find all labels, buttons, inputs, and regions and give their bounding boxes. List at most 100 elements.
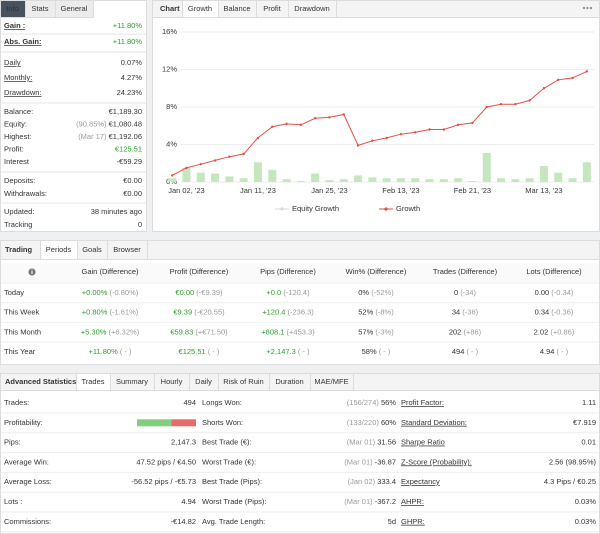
stat-value: (156/274) 56% (347, 398, 397, 407)
legend-swatch-dot (384, 207, 388, 211)
stat-label: AHPR: (401, 497, 424, 506)
info-value: (Mar 17) €1,192.06 (78, 132, 142, 141)
stat-value: -56.52 pips / -€5.73 (131, 477, 196, 486)
stat-label: Expectancy (401, 477, 440, 486)
cell: +808.1 (+453.3) (261, 327, 315, 336)
tab[interactable] (288, 0, 337, 18)
cell: 494 ( - ) (452, 347, 479, 356)
profitability-bar (171, 419, 196, 427)
cell: +0.0 (-120.4) (266, 288, 310, 297)
info-value-text: +11.80% (113, 37, 143, 46)
tab-label[interactable]: Growth (188, 4, 212, 13)
tab-label[interactable]: Stats (31, 4, 48, 13)
bar (554, 172, 563, 182)
stat-value: 2.56 (98.95%) (549, 457, 597, 466)
cell: 0.00 (-0.34) (535, 288, 574, 297)
bar (182, 167, 191, 182)
point (557, 78, 560, 82)
cell-diff: ( - ) (120, 347, 132, 356)
cell-diff: (-3%) (375, 327, 394, 336)
trading-table-header (1, 263, 599, 282)
tab-label[interactable]: Summary (116, 377, 148, 386)
tab[interactable] (55, 0, 94, 18)
bar (511, 179, 520, 182)
cell: 2.02 (+0.86) (534, 327, 575, 336)
tab-label[interactable]: Drawdown (294, 4, 329, 13)
legend-swatch-dot (280, 207, 284, 211)
stat-value-text: 333.4 (377, 477, 396, 486)
tab[interactable] (310, 373, 354, 391)
tab-label[interactable]: MAE/MFE (314, 377, 348, 386)
point (414, 131, 417, 134)
column-header: Profit (Difference) (170, 267, 229, 276)
cell: €9.39 (-€20.55) (173, 308, 225, 317)
column-header: Pips (Difference) (260, 267, 316, 276)
stat-note: (133/220) (347, 418, 380, 427)
info-value: €125.51 (115, 144, 142, 153)
point (199, 162, 202, 166)
info-label: Balance: (4, 107, 33, 116)
info-icon (28, 268, 36, 276)
stat-label: Profit Factor: (401, 398, 444, 407)
tab[interactable] (107, 240, 148, 260)
bar (582, 162, 591, 182)
stat-value: 4.94 (181, 497, 196, 506)
cell-value: 0.34 (535, 308, 550, 317)
info-label: Monthly: (4, 73, 32, 82)
stat-value-text: 5d (388, 517, 396, 526)
legend-label[interactable]: Growth (396, 204, 420, 213)
bar (225, 176, 234, 182)
tab-label[interactable]: General (61, 4, 88, 13)
stat-value-text: -36.87 (375, 457, 396, 466)
tab-label[interactable]: Profit (263, 4, 281, 13)
bar (568, 178, 577, 182)
tab-label[interactable]: Balance (223, 4, 250, 13)
tab-label[interactable]: Risk of Ruin (223, 377, 263, 386)
stat-label: Z-Score (Probability): (401, 457, 472, 466)
info-value: +11.80% (113, 21, 143, 30)
cell-value: €125.51 (179, 347, 206, 356)
cell-diff: (-1.61%) (109, 308, 138, 317)
tab-label[interactable]: Trades (81, 377, 104, 386)
info-value-text: 24.23% (117, 88, 143, 97)
info-value: 4.27% (121, 73, 143, 82)
stat-label: Worst Trade (€): (202, 457, 256, 466)
info-value: +11.80% (113, 37, 143, 46)
tab-label[interactable]: Info (6, 4, 19, 13)
tab-label[interactable]: Periods (46, 245, 72, 254)
tab-label[interactable]: Browser (113, 245, 141, 254)
cell: 34 (-36) (452, 308, 479, 317)
cell-diff: (-8%) (375, 308, 394, 317)
stat-value-text: -56.52 pips / -€5.73 (131, 477, 196, 486)
stat-value-text: 56% (381, 398, 396, 407)
stat-value: €7.919 (573, 418, 596, 427)
tab-label[interactable]: Duration (275, 377, 303, 386)
tab-label[interactable]: Hourly (161, 377, 183, 386)
info-value-text: 0.07% (121, 58, 143, 67)
chart-panel (152, 0, 600, 232)
legend-label[interactable]: Equity Growth (292, 204, 339, 213)
info-label: Abs. Gain: (4, 37, 42, 46)
cell-diff: (-€9.39) (196, 288, 223, 297)
column-header: Gain (Difference) (82, 267, 139, 276)
point (213, 159, 217, 162)
stat-value: (Mar 01) -36.87 (344, 457, 396, 466)
bar (425, 179, 434, 182)
stat-value: -€14.82 (171, 517, 196, 526)
bar (168, 178, 177, 182)
y-tick-label: 16% (162, 27, 177, 36)
tab-label[interactable]: Goals (82, 245, 102, 254)
cell-value: +5.30% (81, 327, 107, 336)
cell-value: +0.80% (82, 308, 108, 317)
tab-label[interactable]: Daily (195, 377, 212, 386)
info-value: 0 (138, 220, 142, 229)
stat-value-text: 494 (183, 398, 196, 407)
info-value-text: -€59.29 (117, 157, 142, 166)
point (299, 123, 303, 127)
cell-value: +0.00% (82, 288, 108, 297)
more-icon[interactable] (582, 6, 593, 10)
x-tick-label: Jan 02, '23 (168, 186, 204, 195)
cell: +120.4 (-236.3) (262, 308, 314, 317)
period-label: This Week (4, 308, 40, 317)
cell-value: 494 (452, 347, 465, 356)
